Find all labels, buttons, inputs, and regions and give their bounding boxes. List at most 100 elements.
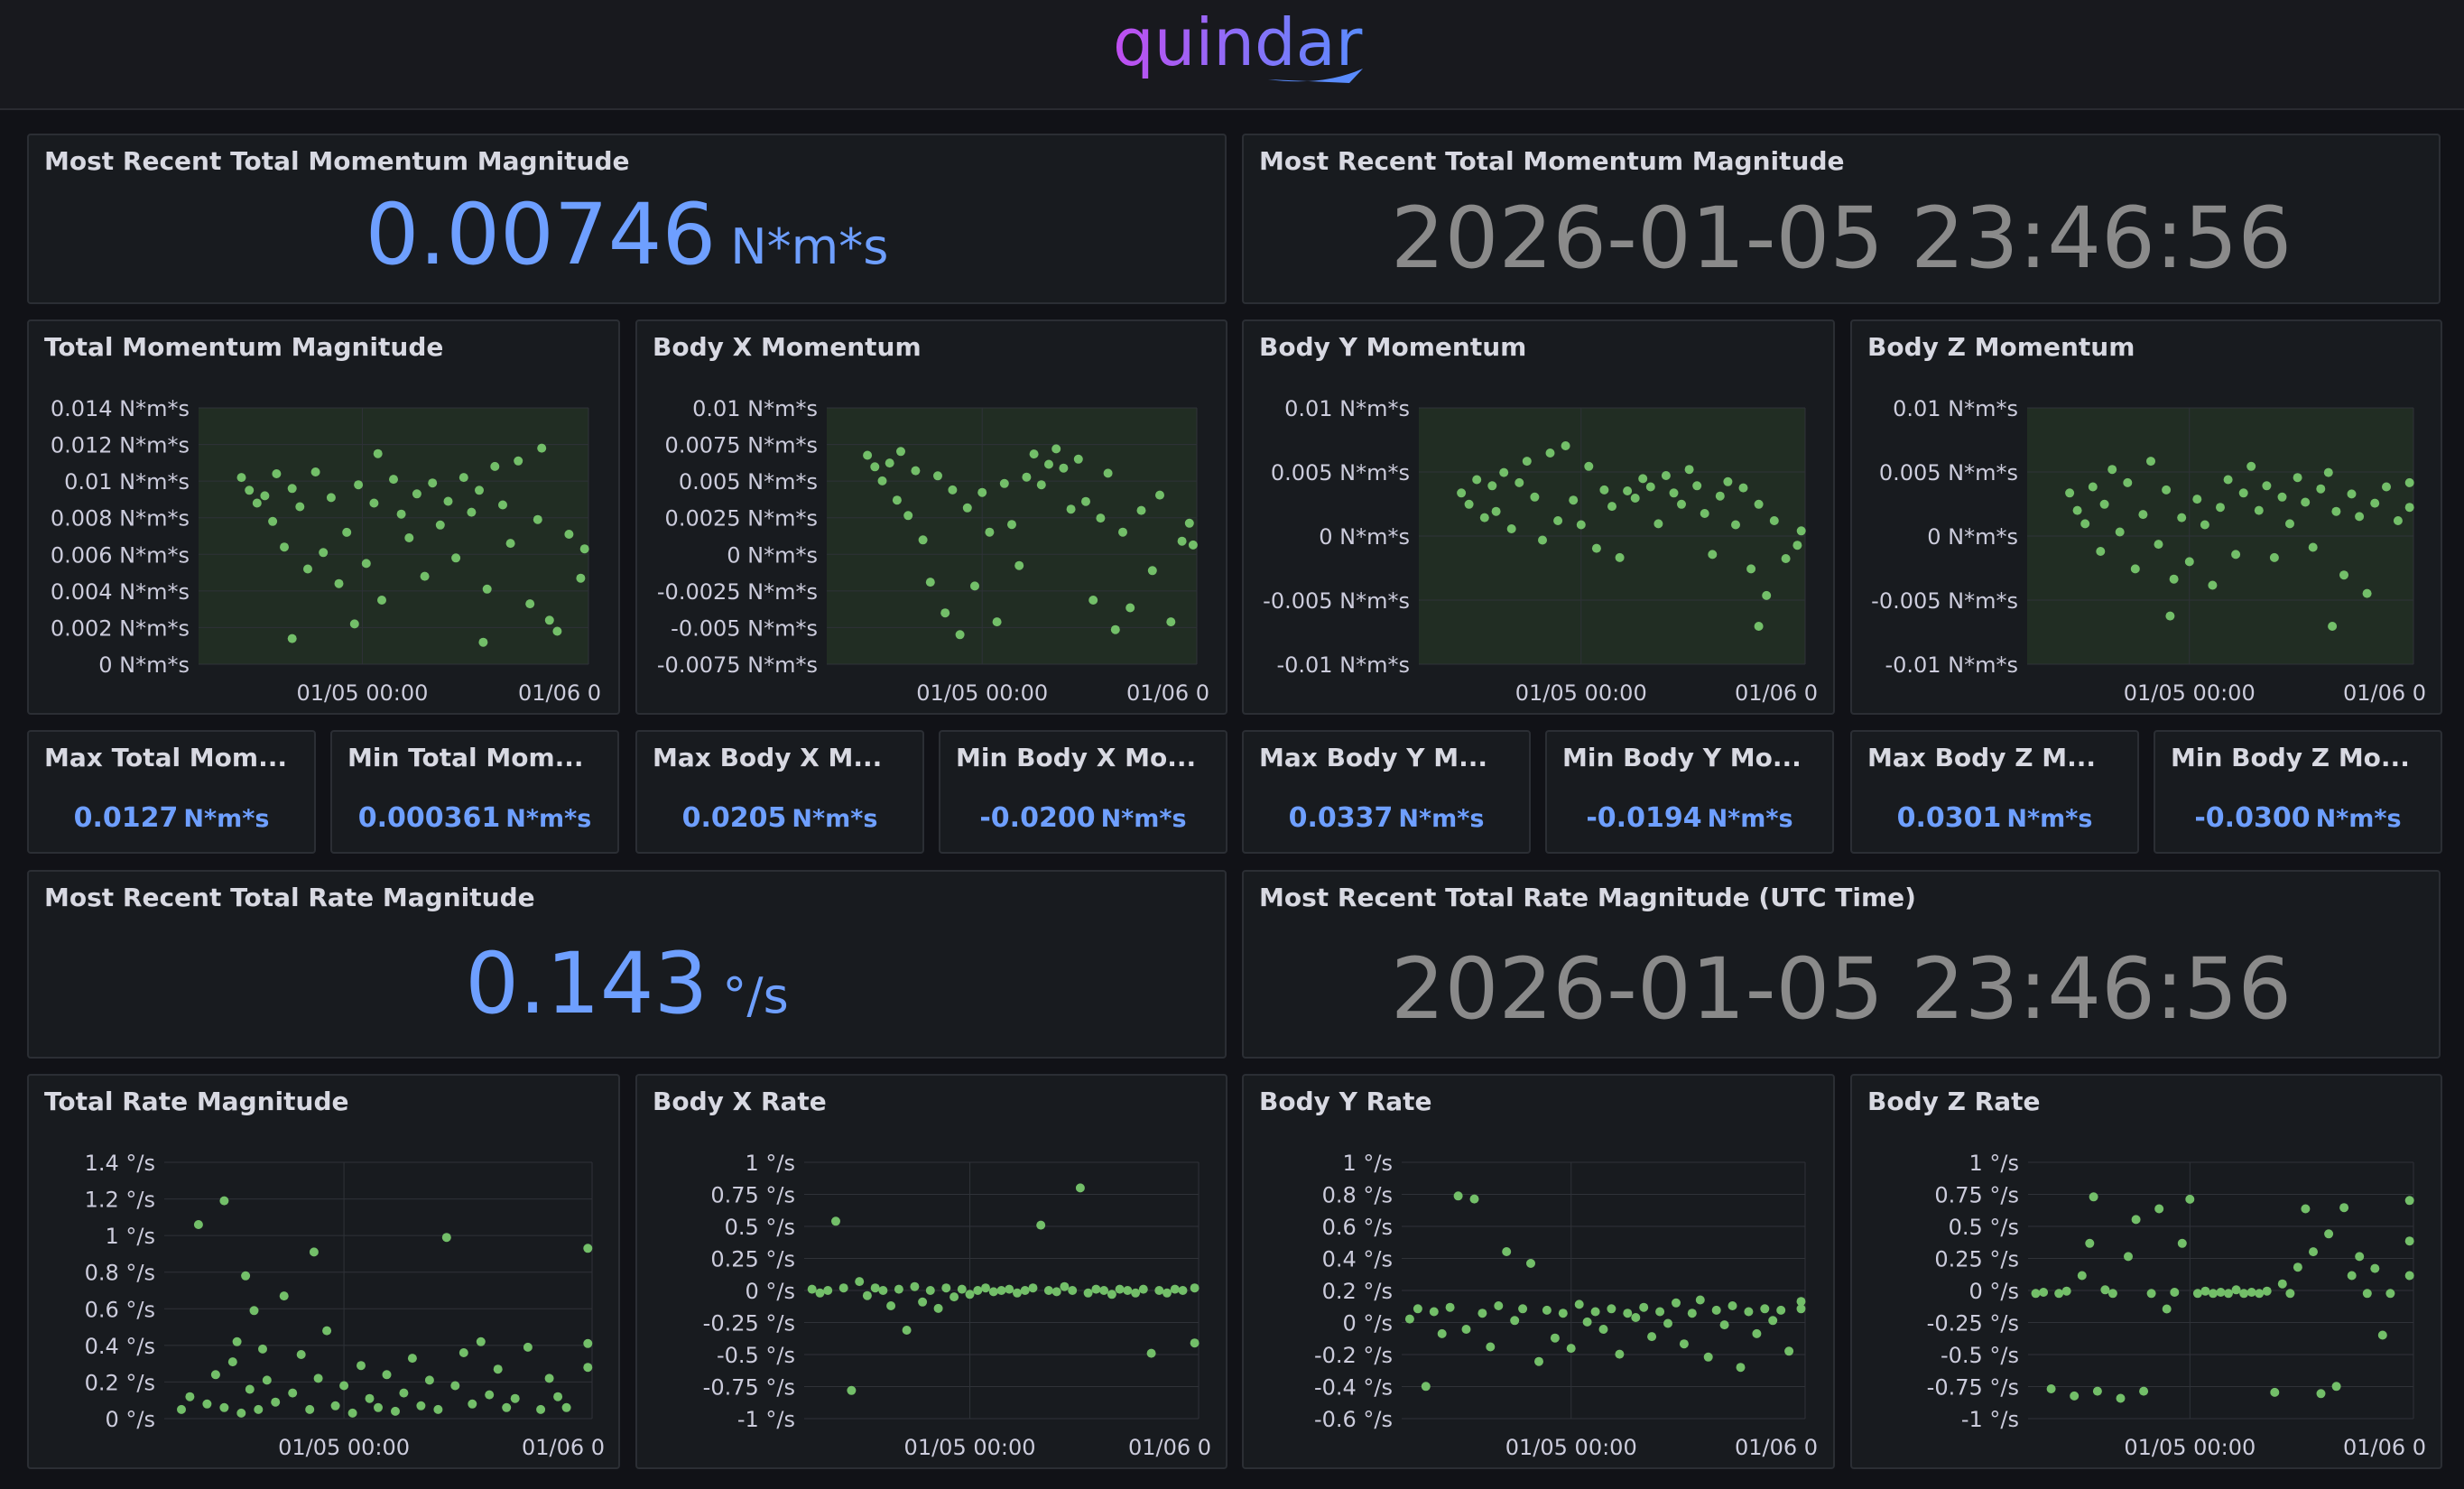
panel-recent-rate-time[interactable]: Most Recent Total Rate Magnitude (UTC Ti…: [1242, 870, 2441, 1059]
data-point: [1051, 1287, 1061, 1297]
data-point: [2404, 1196, 2414, 1206]
data-point: [911, 466, 921, 476]
data-point: [478, 637, 488, 647]
data-point: [1550, 1333, 1560, 1343]
data-point: [1776, 1305, 1786, 1315]
chart-body-y-rate[interactable]: 1 °/s 0.8 °/s 0.6 °/s 0.4 °/s 0.2 °/s 0 °/s -0…: [1244, 1076, 1833, 1467]
data-point: [1147, 566, 1157, 576]
chart-body-x-momentum[interactable]: 0.01 N*m*s 0.0075 N*m*s 0.005 N*m*s 0.0025 …: [637, 321, 1226, 713]
y-tick-label: 0 °/s: [1969, 1279, 2020, 1304]
data-point: [502, 1402, 512, 1412]
data-point: [1631, 1313, 1641, 1322]
data-point: [2316, 1389, 2326, 1399]
data-point: [2216, 503, 2225, 513]
chart-body-z-momentum[interactable]: 0.01 N*m*s 0.005 N*m*s 0 N*m*s -0.005 N*m*s…: [1852, 321, 2441, 713]
panel-body-y-rate[interactable]: Body Y Rate 1 °/s 0.8 °/s 0.6 °/s 0.4 °/s 0.…: [1242, 1074, 1835, 1469]
data-point: [1692, 481, 1702, 491]
panel-total-rate-magnitude[interactable]: Total Rate Magnitude 1.4 °/s 1.2 °/s 1 °/s…: [27, 1074, 620, 1469]
data-point: [287, 634, 297, 643]
chart-body-z-rate[interactable]: 1 °/s 0.75 °/s 0.5 °/s 0.25 °/s 0 °/s -0.25 °…: [1852, 1076, 2441, 1467]
data-point: [1007, 520, 1016, 530]
y-tick-label: -0.0075 N*m*s: [657, 652, 818, 678]
data-point: [902, 1326, 912, 1335]
panel-body-x-rate[interactable]: Body X Rate 1 °/s 0.75 °/s 0.5 °/s 0.25 °/s…: [635, 1074, 1227, 1469]
chart-total-momentum-magnitude[interactable]: 0.014 N*m*s 0.012 N*m*s 0.01 N*m*s 0.008 N*…: [29, 321, 618, 713]
y-tick-label: 1 °/s: [1343, 1151, 1394, 1176]
panel-title: Body Z Rate: [1867, 1087, 2041, 1116]
data-point: [485, 1390, 495, 1400]
data-point: [1538, 535, 1547, 545]
recent-momentum-timestamp: 2026-01-05 23:46:56: [1390, 190, 2293, 288]
panel-body-z-momentum[interactable]: Body Z Momentum 0.01 N*m*s 0.005 N*m*s 0 N…: [1850, 319, 2442, 715]
data-point: [1781, 554, 1791, 563]
data-point: [1754, 499, 1764, 509]
data-point: [1088, 596, 1098, 605]
stat-min-body-x-momentum[interactable]: Min Body X Mo... -0.0200 N*m*s: [939, 730, 1227, 854]
data-point: [2116, 1393, 2126, 1403]
data-point: [2277, 492, 2287, 502]
data-point: [260, 491, 270, 501]
stat-value: 0.143: [465, 935, 709, 1033]
data-point: [2328, 622, 2338, 631]
data-point: [330, 1401, 340, 1410]
chart-body-x-rate[interactable]: 1 °/s 0.75 °/s 0.5 °/s 0.25 °/s 0 °/s -0.25 °…: [637, 1076, 1226, 1467]
data-point: [1445, 1302, 1455, 1312]
data-point: [523, 1342, 533, 1352]
data-point: [903, 511, 913, 521]
data-point: [2200, 520, 2209, 530]
quindar-logo[interactable]: quindar: [1106, 13, 1376, 94]
data-point: [1107, 1290, 1116, 1299]
data-point: [815, 1288, 825, 1298]
panel-recent-momentum-time[interactable]: Most Recent Total Momentum Magnitude 202…: [1242, 134, 2441, 304]
data-point: [202, 1399, 212, 1409]
stat-value: 0.00746: [365, 186, 717, 284]
data-point: [1479, 513, 1489, 523]
data-point: [450, 1381, 460, 1391]
data-point: [2324, 1229, 2334, 1239]
chart-body-y-momentum[interactable]: 0.01 N*m*s 0.005 N*m*s 0 N*m*s -0.005 N*m*s…: [1244, 321, 1833, 713]
panel-body-z-rate[interactable]: Body Z Rate 1 °/s 0.75 °/s 0.5 °/s 0.25 °/s…: [1850, 1074, 2442, 1469]
data-point: [533, 514, 542, 524]
data-point: [1599, 485, 1609, 495]
data-point: [1131, 1288, 1141, 1298]
stat-max-body-x-momentum[interactable]: Max Body X M... 0.0205 N*m*s: [635, 730, 924, 854]
stat-max-body-y-momentum[interactable]: Max Body Y M... 0.0337 N*m*s: [1242, 730, 1531, 854]
x-tick-label: 01/06 0: [1735, 1435, 1818, 1460]
data-point: [1719, 1320, 1729, 1330]
x-tick-label: 01/06 0: [1126, 680, 1209, 706]
data-point: [428, 478, 438, 488]
data-point: [1607, 1304, 1616, 1314]
panel-body-y-momentum[interactable]: Body Y Momentum 0.01 N*m*s 0.005 N*m*s 0 N…: [1242, 319, 1835, 715]
data-point: [1494, 1301, 1504, 1310]
panel-title: Most Recent Total Rate Magnitude: [44, 883, 535, 912]
y-tick-label: 0.8 °/s: [1322, 1183, 1393, 1208]
data-point: [1731, 520, 1740, 530]
stat-min-body-z-momentum[interactable]: Min Body Z Mo... -0.0300 N*m*s: [2154, 730, 2442, 854]
data-point: [2070, 1391, 2080, 1401]
stat-max-total-momentum[interactable]: Max Total Mom... 0.0127 N*m*s: [27, 730, 316, 854]
chart-total-rate-magnitude[interactable]: 1.4 °/s 1.2 °/s 1 °/s 0.8 °/s 0.6 °/s 0.4 °/s…: [29, 1076, 618, 1467]
data-point: [1022, 472, 1032, 482]
data-point: [1096, 513, 1106, 523]
data-point: [2362, 588, 2372, 598]
y-tick-label: 0.6 °/s: [1322, 1215, 1393, 1240]
panel-recent-momentum[interactable]: Most Recent Total Momentum Magnitude 0.0…: [27, 134, 1227, 304]
y-tick-label: 0.01 N*m*s: [692, 396, 818, 421]
panel-title: Body X Rate: [653, 1087, 827, 1116]
data-point: [870, 462, 880, 472]
data-point: [2231, 1285, 2241, 1295]
stat-min-body-y-momentum[interactable]: Min Body Y Mo... -0.0194 N*m*s: [1545, 730, 1834, 854]
stat-unit: N*m*s: [1100, 805, 1187, 833]
stat-min-total-momentum[interactable]: Min Total Mom... 0.000361 N*m*s: [330, 730, 619, 854]
panel-body-x-momentum[interactable]: Body X Momentum 0.01 N*m*s 0.0075 N*m*s 0.…: [635, 319, 1227, 715]
data-point: [1645, 482, 1655, 492]
panel-total-momentum-magnitude[interactable]: Total Momentum Magnitude 0.014 N*m*s 0.01…: [27, 319, 620, 715]
data-point: [1684, 465, 1694, 475]
y-tick-label: 0.75 °/s: [710, 1183, 795, 1208]
stat-max-body-z-momentum[interactable]: Max Body Z M... 0.0301 N*m*s: [1850, 730, 2139, 854]
data-point: [870, 1283, 880, 1293]
y-tick-label: 0.005 N*m*s: [1271, 460, 1410, 486]
stat-value: -0.0200: [979, 802, 1096, 834]
data-point: [1796, 1297, 1806, 1307]
panel-recent-rate[interactable]: Most Recent Total Rate Magnitude 0.143 °/…: [27, 870, 1227, 1059]
